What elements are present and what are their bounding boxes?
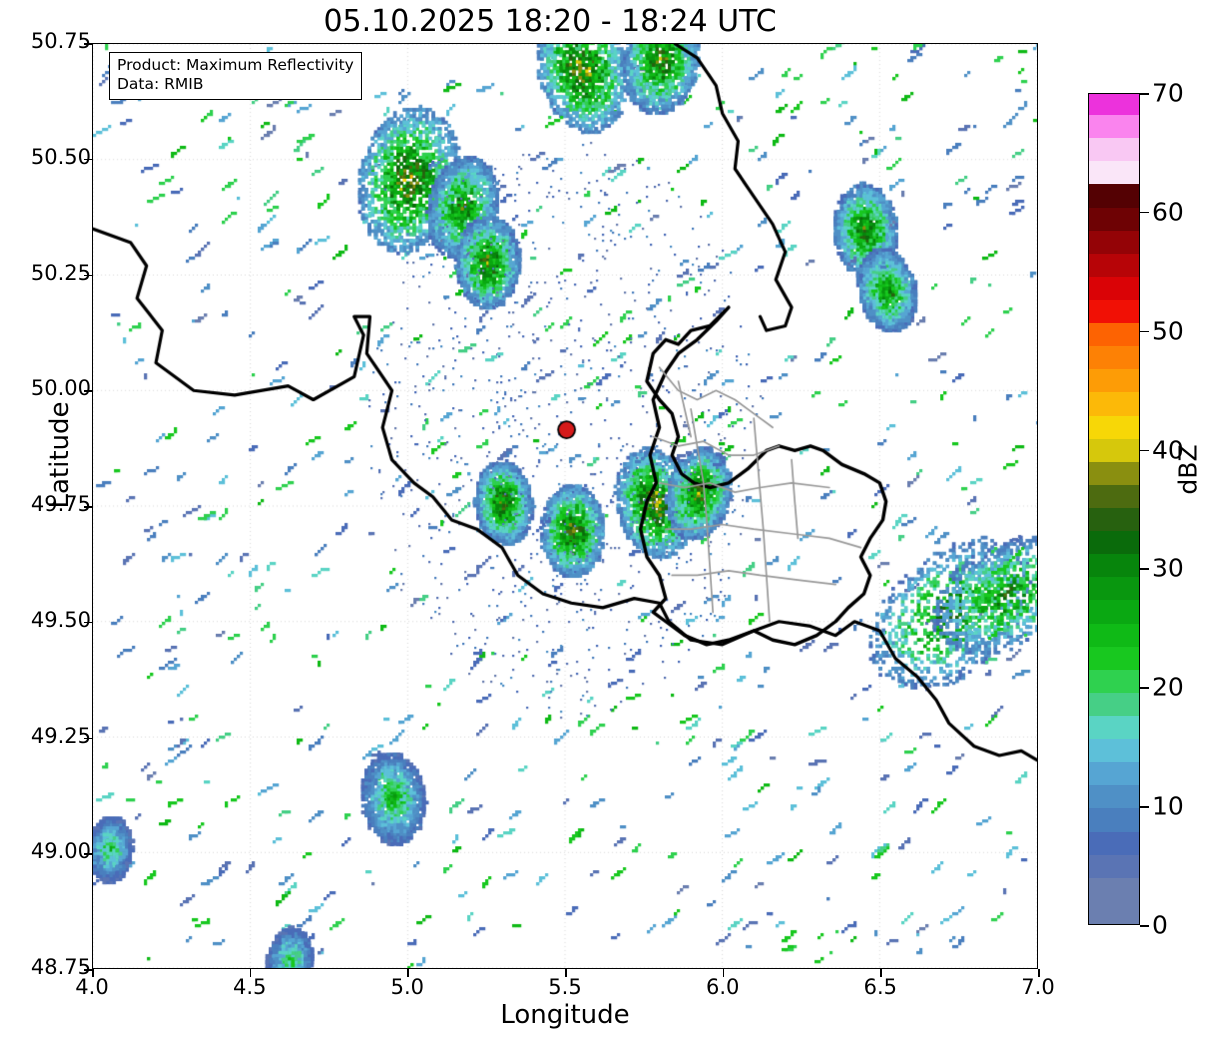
colorbar-band <box>1089 830 1139 855</box>
colorbar-band <box>1089 738 1139 763</box>
y-tick-label: 49.25 <box>30 723 91 748</box>
colorbar-tick-mark <box>1140 568 1149 571</box>
radar-map-plot: Product: Maximum Reflectivity Data: RMIB <box>92 43 1038 969</box>
y-tick-mark <box>84 43 92 45</box>
x-tick-mark <box>880 969 882 977</box>
y-tick-label: 50.50 <box>30 144 91 169</box>
colorbar-band <box>1089 646 1139 670</box>
x-tick-mark <box>722 969 725 977</box>
colorbar-band <box>1089 391 1139 416</box>
colorbar-band <box>1089 322 1139 347</box>
radar-reflectivity-canvas <box>93 44 1037 968</box>
colorbar-band <box>1089 692 1139 716</box>
colorbar-tick-label: 20 <box>1152 672 1184 702</box>
x-tick-mark <box>565 969 567 977</box>
x-tick-mark <box>92 969 94 977</box>
colorbar-label: dBZ <box>1173 444 1203 495</box>
x-tick-label: 6.0 <box>705 975 740 999</box>
colorbar-tick-mark <box>1140 330 1149 333</box>
colorbar-tick-mark <box>1140 211 1149 214</box>
y-tick-mark <box>84 969 92 971</box>
x-tick-label: 5.5 <box>548 975 582 999</box>
colorbar-band <box>1089 761 1139 786</box>
x-tick-mark <box>249 969 252 977</box>
x-axis-label: Longitude <box>500 1000 630 1030</box>
colorbar-band <box>1089 784 1139 809</box>
y-tick-mark <box>84 158 92 161</box>
colorbar-band <box>1089 206 1139 231</box>
y-tick-label: 49.00 <box>30 839 91 864</box>
colorbar-tick-mark <box>1140 449 1149 452</box>
colorbar-band <box>1089 299 1139 324</box>
y-tick-mark <box>84 506 92 508</box>
colorbar-band <box>1089 877 1139 901</box>
x-tick-label: 6.5 <box>863 975 898 999</box>
colorbar-band <box>1089 854 1139 878</box>
colorbar-tick-label: 30 <box>1152 553 1184 583</box>
colorbar-band <box>1089 438 1139 462</box>
colorbar-band <box>1089 669 1139 693</box>
colorbar-band <box>1089 807 1139 832</box>
colorbar-band <box>1089 599 1139 624</box>
colorbar-tick-mark <box>1140 687 1149 689</box>
colorbar-tick-label: 10 <box>1152 791 1184 821</box>
y-tick-label: 50.75 <box>30 29 91 53</box>
colorbar-band <box>1089 160 1139 185</box>
y-tick-label: 50.25 <box>30 260 91 285</box>
x-tick-label: 7.0 <box>1021 975 1055 999</box>
y-tick-mark <box>84 853 92 855</box>
y-tick-mark <box>84 737 92 740</box>
colorbar-band <box>1089 183 1139 208</box>
colorbar-tick-label: 70 <box>1152 78 1184 108</box>
colorbar-band <box>1089 114 1139 139</box>
y-tick-label: 49.50 <box>30 607 91 632</box>
colorbar-band <box>1089 622 1139 647</box>
colorbar-band <box>1089 900 1139 924</box>
colorbar-tick-label: 50 <box>1152 316 1184 346</box>
y-tick-mark <box>84 390 92 392</box>
y-tick-label: 49.75 <box>30 492 91 516</box>
colorbar-band <box>1089 414 1139 439</box>
product-info-box: Product: Maximum Reflectivity Data: RMIB <box>109 52 362 100</box>
colorbar-band <box>1089 253 1139 277</box>
colorbar-band <box>1089 368 1139 393</box>
colorbar-tick-label: 40 <box>1152 435 1184 465</box>
colorbar-band <box>1089 276 1139 300</box>
x-tick-label: 4.5 <box>232 975 267 999</box>
x-tick-mark <box>407 969 409 977</box>
y-tick-label: 48.75 <box>30 955 91 979</box>
x-tick-label: 5.0 <box>390 975 425 999</box>
colorbar-band <box>1089 553 1139 578</box>
x-tick-label: 4.0 <box>75 975 109 999</box>
y-tick-mark <box>84 621 92 624</box>
colorbar-tick-label: 0 <box>1152 910 1168 940</box>
info-product-line: Product: Maximum Reflectivity <box>117 56 354 74</box>
colorbar-band <box>1089 345 1139 370</box>
colorbar-tick-label: 60 <box>1152 197 1184 227</box>
colorbar-band <box>1089 715 1139 740</box>
y-tick-mark <box>84 274 92 277</box>
colorbar-band <box>1089 576 1139 601</box>
y-tick-label: 50.00 <box>30 376 91 401</box>
colorbar-band <box>1089 137 1139 162</box>
colorbar-band <box>1089 230 1139 254</box>
colorbar-band <box>1089 484 1139 508</box>
colorbar <box>1088 93 1140 925</box>
x-tick-mark <box>1038 969 1040 977</box>
page-title: 05.10.2025 18:20 - 18:24 UTC <box>323 4 777 39</box>
colorbar-band <box>1089 507 1139 532</box>
colorbar-band <box>1089 94 1139 116</box>
colorbar-tick-mark <box>1140 806 1149 808</box>
colorbar-tick-mark <box>1140 925 1149 927</box>
info-data-line: Data: RMIB <box>117 75 204 94</box>
colorbar-band <box>1089 530 1139 555</box>
colorbar-band <box>1089 461 1139 485</box>
colorbar-tick-mark <box>1140 93 1149 95</box>
